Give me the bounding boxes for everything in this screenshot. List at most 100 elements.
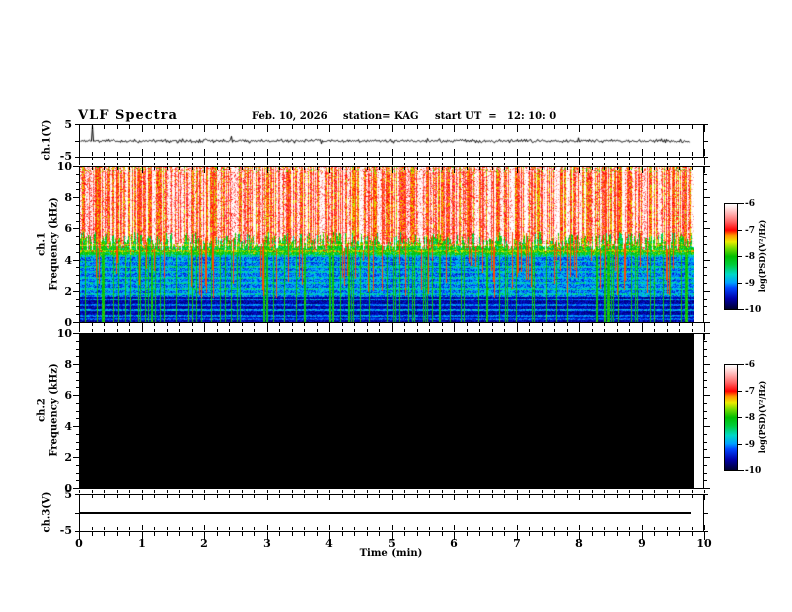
x-tick [204,149,205,156]
x-tick [292,167,293,170]
freq-tick [704,480,707,481]
x-tick [192,527,193,530]
x-tick [517,167,518,173]
freq-tick [73,426,79,427]
freq-tick [76,252,79,253]
volt-tick [704,531,708,532]
x-tick [629,158,630,160]
x-tick [404,334,405,337]
x-tick-major [517,323,518,332]
x-tick [104,334,105,337]
x-tick [142,525,143,530]
x-tick [229,158,230,160]
x-tick [529,152,530,156]
x-tick [617,334,618,337]
x-axis-tick [129,532,130,536]
x-tick [579,125,580,132]
x-tick [604,158,605,160]
x-tick [154,323,155,326]
x-tick [529,125,530,129]
x-tick [529,167,530,170]
x-axis-tick [679,532,680,536]
x-tick [492,125,493,129]
x-tick [379,334,380,337]
x-tick [279,527,280,530]
x-axis-label: Time (min) [359,548,423,559]
x-axis-tick [279,532,280,536]
x-axis-tick [104,532,105,536]
x-tick [229,527,230,530]
x-tick [442,491,443,493]
x-tick [454,167,455,173]
freq-tick [704,349,707,350]
volt-tick [75,494,79,495]
x-tick [404,491,405,493]
x-tick [379,158,380,160]
x-tick [354,334,355,337]
freq-tick [704,364,710,365]
x-tick [467,329,468,332]
x-tick-label: 8 [575,537,583,550]
x-tick [617,152,618,156]
freq-tick [76,221,79,222]
x-tick [654,491,655,493]
x-tick-major [267,490,268,493]
x-tick [104,323,105,326]
freq-tick [76,205,79,206]
ylabel-ch2: ch.2 [36,398,48,422]
x-tick [167,491,168,493]
x-tick [267,495,268,500]
colorbar-tick [737,364,744,365]
freq-tick [704,395,710,396]
x-tick [417,158,418,160]
x-tick [504,158,505,160]
x-tick [242,167,243,170]
volt-tick [704,157,708,158]
x-tick [404,163,405,165]
x-tick [554,323,555,326]
panel-ch2-spectrogram [79,333,704,489]
freq-tick [76,267,79,268]
x-tick [529,491,530,493]
volt-tick [75,513,79,514]
x-axis-tick [254,532,255,536]
x-tick [104,491,105,493]
x-tick [242,152,243,156]
x-axis-tick [417,532,418,536]
x-tick [429,158,430,160]
x-tick [542,334,543,337]
x-tick-label: 6 [450,537,458,550]
x-tick [167,323,168,326]
x-tick [292,158,293,160]
x-tick [554,491,555,493]
x-tick [504,125,505,129]
x-tick [179,329,180,332]
x-tick [117,167,118,170]
freq-tick-label: 2 [64,451,72,464]
x-tick [392,149,393,156]
x-tick [217,167,218,170]
x-tick [617,323,618,326]
x-tick [617,491,618,493]
freq-tick [73,322,79,323]
x-tick [292,334,293,337]
x-tick [179,527,180,530]
x-tick [342,163,343,165]
x-tick-major [704,323,705,332]
x-tick [629,152,630,156]
x-tick [117,152,118,156]
x-tick [229,125,230,129]
colorbar-tick [737,203,744,204]
x-tick [692,158,693,160]
x-tick [229,329,230,332]
x-axis-tick [492,532,493,536]
figure-title: VLF Spectra [78,108,178,123]
ch1-waveform-canvas [80,125,694,157]
x-tick [617,329,618,332]
freq-tick [704,228,710,229]
freq-tick [704,322,710,323]
freq-tick [76,480,79,481]
x-tick [554,158,555,160]
x-axis-tick [142,532,143,540]
x-tick [154,334,155,337]
